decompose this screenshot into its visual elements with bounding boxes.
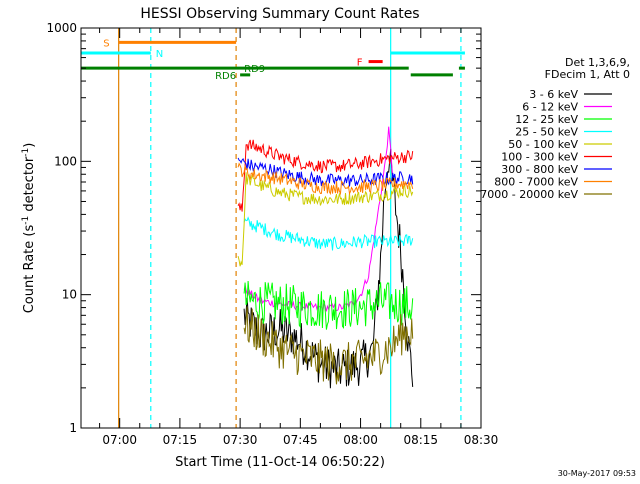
legend-entry-label: 6 - 12 keV (522, 101, 578, 114)
series-line (237, 162, 414, 196)
series-line (243, 216, 414, 251)
x-tick-label: 07:15 (163, 433, 198, 447)
y-tick-label: 1 (69, 421, 77, 435)
plot-frame: 07:00 07:15 07:30 07:45 08:00 08:15 08:30 1 10 10… (46, 21, 498, 447)
legend-entry-label: 3 - 6 keV (529, 88, 578, 101)
y-axis-label-part: Count Rate (s (22, 225, 37, 314)
y-tick-label: 10 (62, 288, 77, 302)
flag-label: F (357, 58, 363, 69)
legend-entry-label: 100 - 300 keV (501, 151, 578, 164)
x-tick-label: 07:30 (223, 433, 258, 447)
y-axis-label-exponent: -1 (21, 216, 31, 225)
y-axis-label-exponent: -1 (21, 148, 31, 157)
timestamp: 30-May-2017 09:53 (558, 469, 636, 478)
legend-header-line: FDecim 1, Att 0 (545, 68, 630, 81)
legend-entry-label: 25 - 50 keV (515, 126, 578, 139)
legend-header-line: Det 1,3,6,9, (565, 56, 630, 69)
legend-entry-label: 300 - 800 keV (501, 163, 578, 176)
flag-label: RD6 (215, 71, 236, 82)
y-axis-label-part: ) (22, 143, 37, 148)
legend-entry-label: 50 - 100 keV (508, 138, 578, 151)
x-tick-label: 07:00 (102, 433, 137, 447)
series-line (237, 139, 414, 212)
y-axis-label-part: detector (22, 156, 37, 216)
y-tick-label: 100 (54, 154, 77, 168)
legend-entry-label: 800 - 7000 keV (494, 176, 578, 189)
x-axis-label: Start Time (11-Oct-14 06:50:22) (175, 455, 385, 470)
legend-entry-label: 12 - 25 keV (515, 113, 578, 126)
plot-frame-border (80, 27, 482, 429)
x-tick-label: 08:30 (464, 433, 499, 447)
chart-title: HESSI Observing Summary Count Rates (140, 6, 419, 22)
x-tick-label: 07:45 (283, 433, 318, 447)
flag-label: RD9 (244, 64, 265, 75)
x-tick-label: 08:15 (403, 433, 438, 447)
series-line (243, 280, 414, 330)
y-tick-label: 1000 (46, 21, 77, 35)
flag-label: S (103, 38, 109, 49)
legend-entry-label: 7000 - 20000 keV (480, 188, 578, 201)
series-line (237, 172, 414, 267)
flag-label: N (156, 49, 163, 60)
y-axis-label: Count Rate (s-1 detector-1) (21, 143, 37, 314)
series-line (243, 306, 414, 385)
legend: Det 1,3,6,9, FDecim 1, Att 0 3 - 6 keV6 … (480, 56, 630, 201)
data-layer: S N F RD9 RD6 (81, 28, 465, 428)
x-tick-label: 08:00 (343, 433, 378, 447)
